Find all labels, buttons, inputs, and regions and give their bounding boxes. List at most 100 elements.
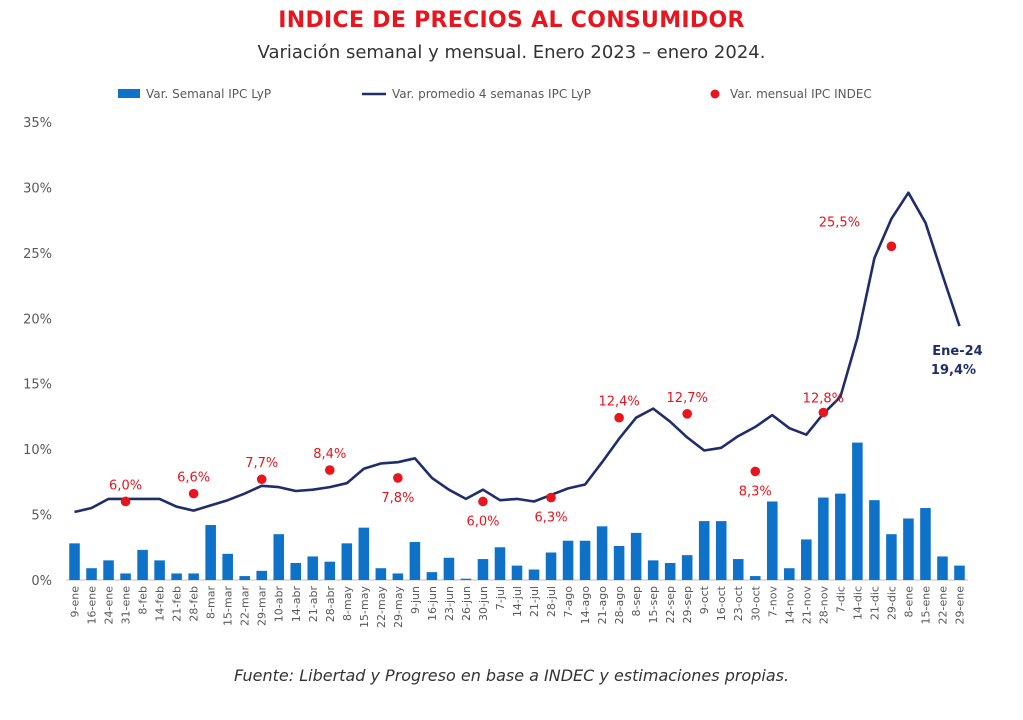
monthly-point xyxy=(478,496,488,507)
weekly-bar xyxy=(171,573,182,580)
x-tick-label: 8-may xyxy=(341,586,354,621)
x-tick-label: 28-abr xyxy=(324,586,337,623)
weekly-bar xyxy=(103,560,114,580)
x-tick-label: 9-jun xyxy=(409,586,422,614)
monthly-point-label: 7,7% xyxy=(245,456,278,471)
weekly-bar xyxy=(511,565,523,580)
weekly-bar xyxy=(579,540,591,580)
x-tick-label: 15-mar xyxy=(222,586,235,626)
x-tick-label: 9-oct xyxy=(698,585,711,614)
x-tick-label: 30-oct xyxy=(749,585,762,621)
y-tick-label: 5% xyxy=(31,509,52,524)
weekly-bar xyxy=(460,578,472,580)
weekly-bar xyxy=(647,560,659,580)
x-tick-label: 22-may xyxy=(375,586,388,628)
y-tick-label: 35% xyxy=(23,116,52,131)
x-tick-label: 23-jun xyxy=(443,586,456,621)
x-tick-label: 21-abr xyxy=(307,586,320,623)
y-tick-label: 0% xyxy=(31,574,52,589)
x-tick-label: 22-sep xyxy=(664,586,677,623)
x-tick-label: 29-sep xyxy=(681,586,694,623)
x-tick-label: 29-ene xyxy=(953,586,966,625)
monthly-point-label: 7,8% xyxy=(381,491,414,506)
chart-title: INDICE DE PRECIOS AL CONSUMIDOR xyxy=(278,8,745,33)
weekly-bar xyxy=(920,508,931,580)
weekly-bar xyxy=(835,493,846,580)
weekly-bar xyxy=(630,532,642,580)
weekly-bar xyxy=(307,556,319,580)
x-tick-label: 14-feb xyxy=(154,586,167,622)
x-tick-label: 30-jun xyxy=(477,586,490,621)
weekly-bar xyxy=(954,565,965,580)
x-tick-label: 8-mar xyxy=(205,586,218,619)
monthly-point-label: 6,3% xyxy=(535,511,568,526)
monthly-point-label: 12,7% xyxy=(667,391,708,406)
x-tick-label: 28-jul xyxy=(545,586,558,617)
weekly-bar xyxy=(239,576,250,580)
x-tick-label: 16-oct xyxy=(715,585,728,621)
x-tick-label: 28-feb xyxy=(188,586,201,622)
weekly-bar xyxy=(494,547,506,580)
y-axis: 0% 5% 10% 15% 20% 25% 30% 35% xyxy=(23,116,968,589)
x-tick-label: 8-feb xyxy=(137,586,150,615)
weekly-bar xyxy=(732,559,744,580)
x-tick-label: 9-ene xyxy=(69,586,82,618)
weekly-bar xyxy=(681,555,693,580)
x-tick-label: 15-may xyxy=(358,586,371,628)
x-tick-label: 14-ago xyxy=(579,586,592,625)
legend-label-monthly: Var. mensual IPC INDEC xyxy=(730,87,872,101)
weekly-bar xyxy=(409,542,421,580)
x-tick-label: 14-jul xyxy=(511,586,524,617)
ipc-chart: Var. Semanal IPC LyP Var. promedio 4 sema… xyxy=(23,87,983,628)
monthly-point-label: 12,4% xyxy=(598,395,639,410)
weekly-bar xyxy=(528,569,540,580)
weekly-bar xyxy=(86,568,97,580)
monthly-point xyxy=(324,465,335,475)
weekly-bar xyxy=(801,539,812,580)
weekly-bar xyxy=(137,549,148,580)
x-tick-label: 21-ago xyxy=(596,586,609,625)
weekly-bar xyxy=(715,521,727,580)
end-annotation-period: Ene-24 xyxy=(932,344,982,359)
weekly-bar xyxy=(375,568,387,580)
weekly-bar xyxy=(443,557,455,580)
x-tick-label: 16-jun xyxy=(426,586,439,621)
monthly-point xyxy=(818,407,829,418)
source-note: Fuente: Libertad y Progreso en base a IN… xyxy=(233,666,790,685)
weekly-bar xyxy=(937,556,948,580)
weekly-bar xyxy=(358,527,370,580)
weekly-bar xyxy=(886,534,897,580)
weekly-bar xyxy=(852,442,863,580)
x-tick-label: 15-ene xyxy=(919,586,932,625)
weekly-bar xyxy=(256,570,267,580)
weekly-bar xyxy=(613,545,625,580)
x-tick-label: 28-ago xyxy=(613,586,626,625)
legend-point-swatch xyxy=(710,89,720,99)
x-tick-label: 21-jul xyxy=(528,586,541,617)
x-tick-label: 8-sep xyxy=(630,586,643,616)
x-tick-label: 7-ago xyxy=(562,586,575,618)
x-tick-label: 10-abr xyxy=(273,586,286,623)
average-line-path xyxy=(74,191,961,514)
weekly-bar xyxy=(120,573,131,580)
weekly-bar xyxy=(784,568,795,580)
monthly-point xyxy=(256,474,267,485)
weekly-bar xyxy=(341,543,353,580)
x-tick-label: 15-sep xyxy=(647,586,660,623)
weekly-bar xyxy=(664,562,676,580)
weekly-bar xyxy=(324,561,336,580)
legend-bar-swatch xyxy=(118,89,140,98)
x-tick-label: 22-ene xyxy=(936,586,949,625)
monthly-point-label: 8,3% xyxy=(739,484,772,499)
monthly-point-label: 6,0% xyxy=(109,478,142,493)
weekly-bar xyxy=(869,500,880,580)
y-tick-label: 20% xyxy=(23,312,52,327)
weekly-bar xyxy=(205,525,216,580)
x-axis: 9-ene 16-ene 24-ene 31-ene 8-feb 14-feb 21-feb… xyxy=(69,585,967,628)
four-week-average-line xyxy=(74,191,961,514)
weekly-bar xyxy=(903,518,914,580)
monthly-point xyxy=(546,492,556,503)
weekly-bar xyxy=(222,553,233,580)
weekly-bar xyxy=(392,573,404,580)
monthly-point xyxy=(614,412,624,423)
